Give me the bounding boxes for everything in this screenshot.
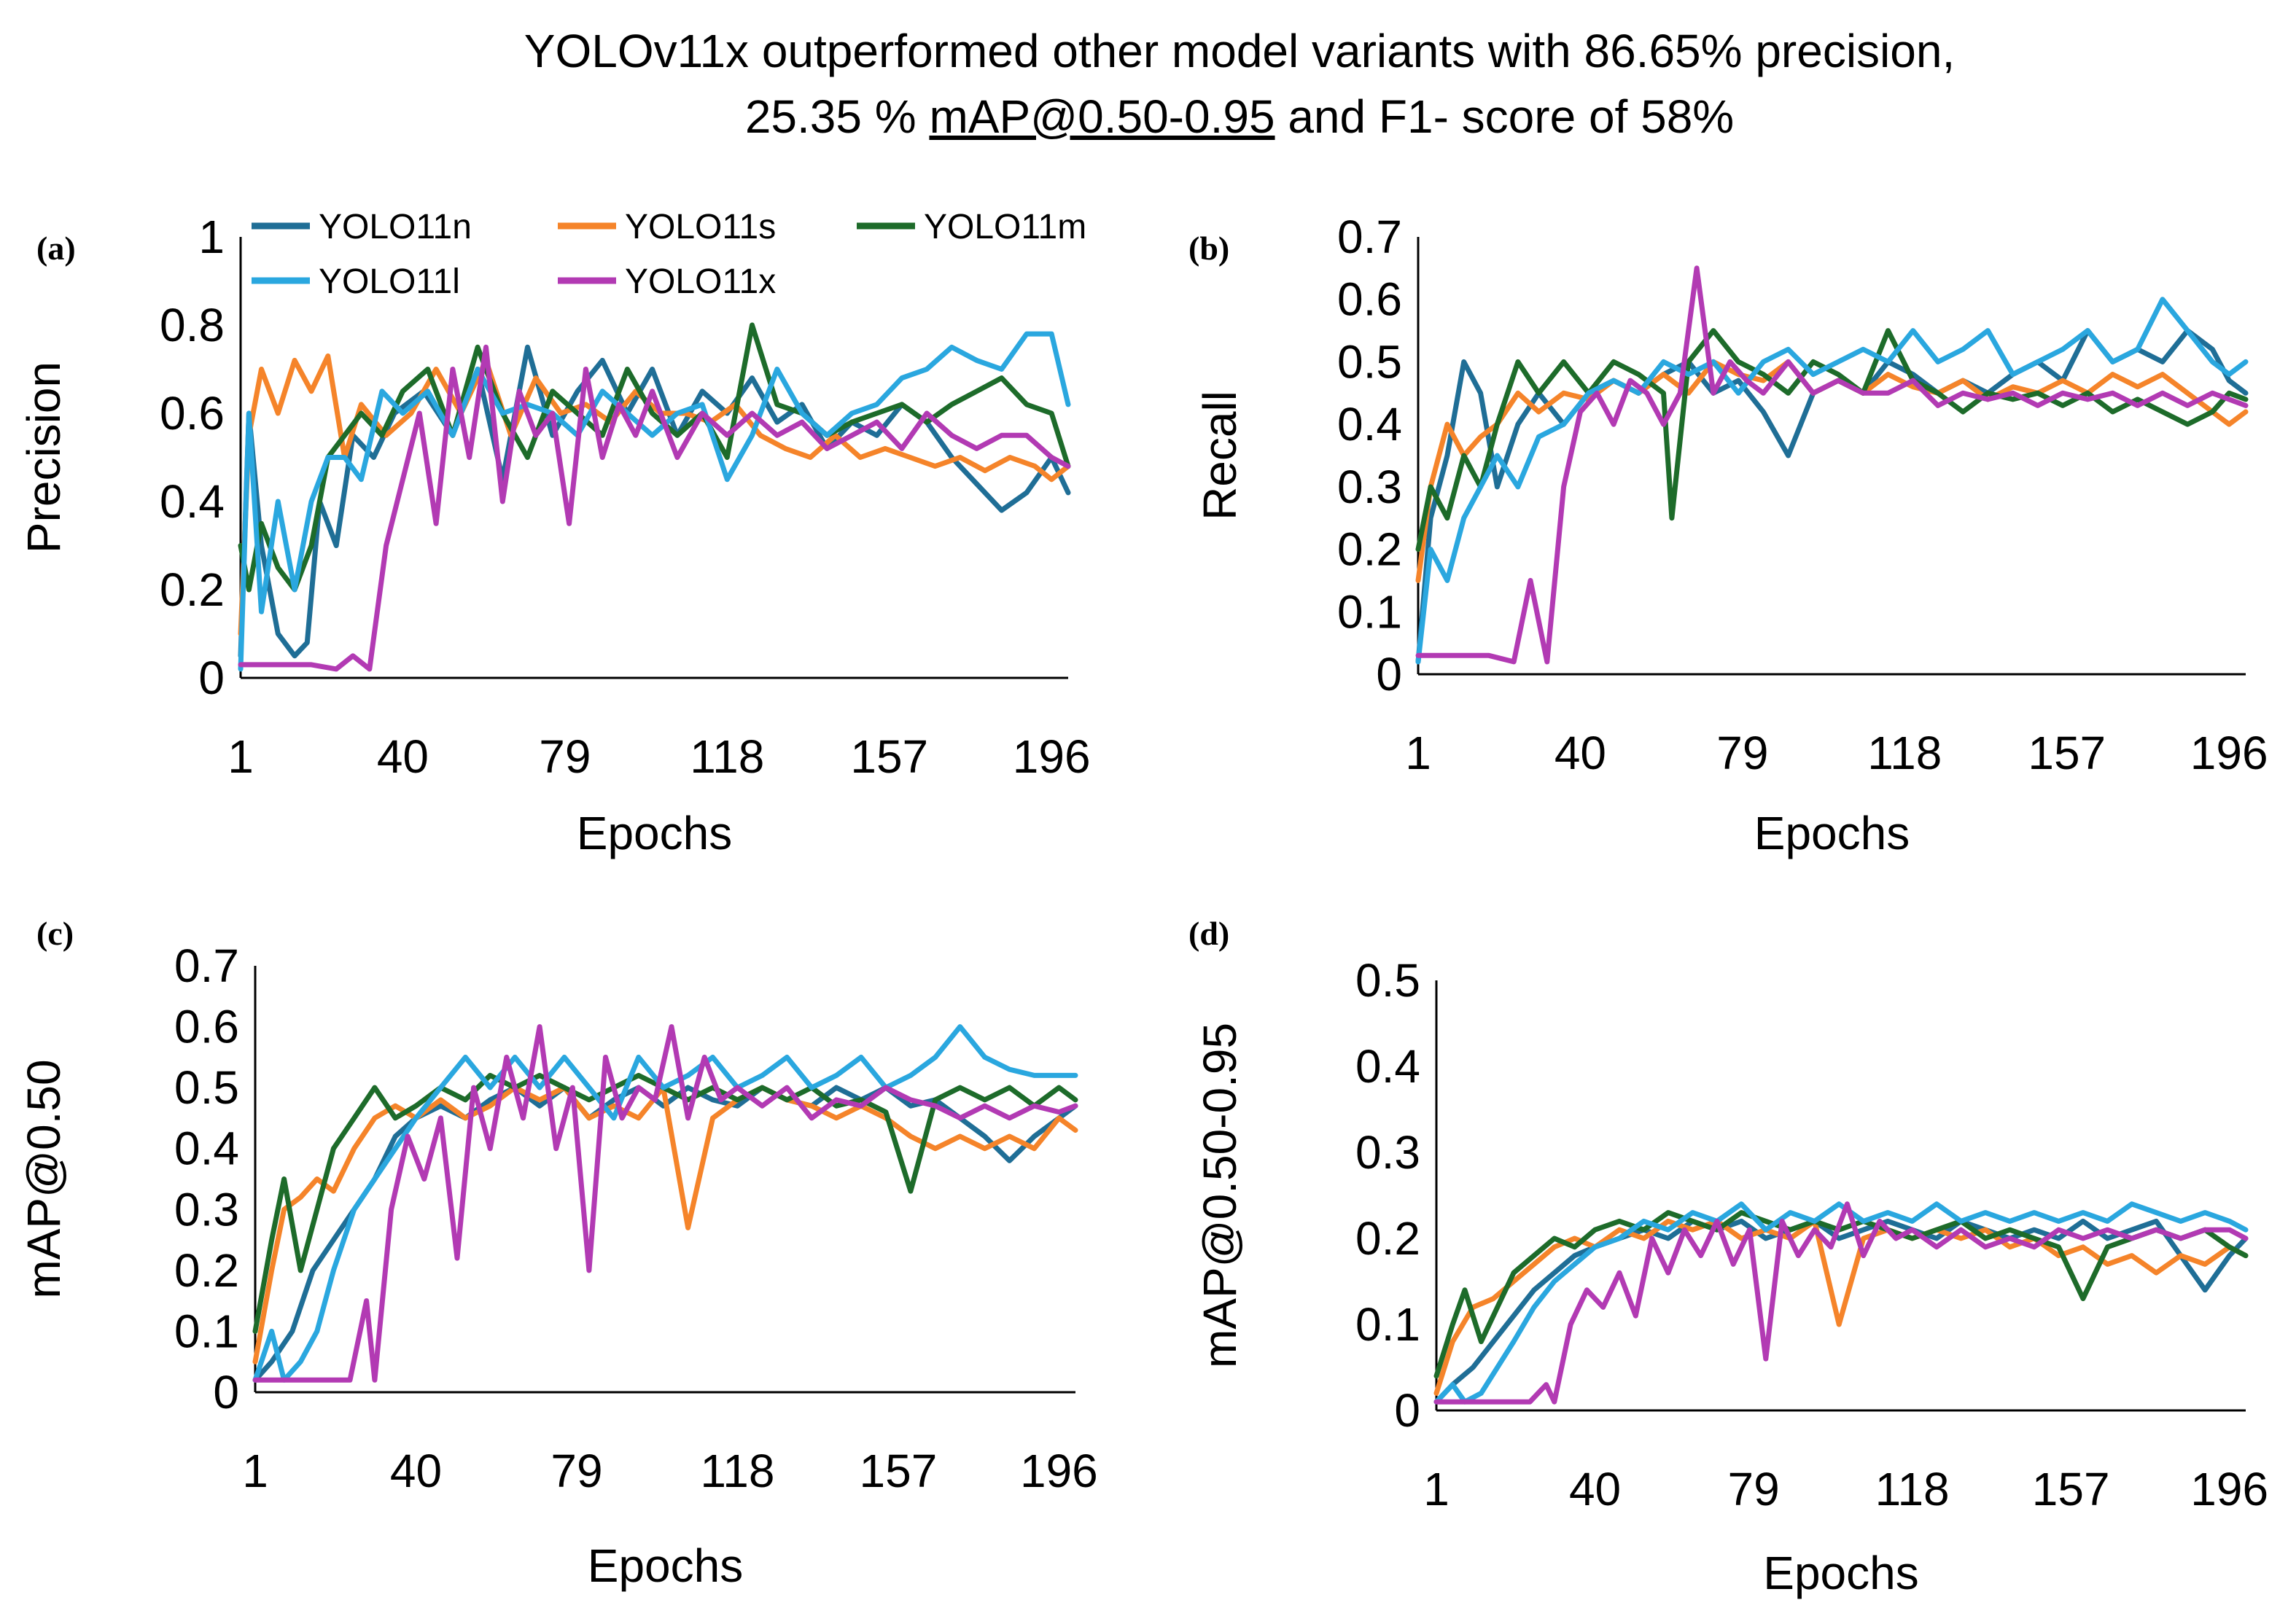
title-prefix: 25.35 %	[744, 90, 917, 143]
y-tick-label: 0.4	[174, 1123, 239, 1175]
y-tick-label: 0	[198, 652, 225, 704]
y-tick-label: 0	[1394, 1384, 1420, 1437]
x-tick-label: 79	[1716, 727, 1768, 779]
x-tick-label: 157	[2032, 1463, 2110, 1515]
figure-title-line1: YOLOv11x outperformed other model varian…	[524, 25, 1956, 77]
y-tick-label: 0.1	[1355, 1298, 1420, 1351]
x-tick-label: 118	[1867, 727, 1942, 779]
x-tick-label: 1	[242, 1445, 268, 1497]
x-tick-label: 196	[1013, 730, 1091, 783]
x-tick-label: 79	[1727, 1463, 1779, 1515]
y-tick-label: 0.4	[1337, 398, 1402, 450]
chart-panel-a: (a) 0 0.2 0.4 0.6 0.8 1 1 40 79 118 157 196 Epochs Pre…	[17, 211, 1091, 859]
x-tick-label: 40	[1569, 1463, 1621, 1515]
series-line-yolo11x	[252, 1024, 1078, 1383]
legend: YOLO11n YOLO11s YOLO11m YOLO11l YOLO11x	[252, 208, 1086, 301]
x-tick-label: 196	[2190, 1463, 2268, 1515]
y-tick-label: 0.2	[174, 1244, 239, 1297]
x-tick-label: 157	[850, 730, 928, 783]
y-tick-label: 0	[213, 1366, 239, 1418]
chart-panel-d: (d) 0 0.1 0.2 0.3 0.4 0.5 1 40 79 118 157 196 Epochs m…	[1188, 915, 2268, 1599]
title-underlined-metric: mAP@0.50-0.95	[929, 90, 1275, 143]
x-axis-label: Epochs	[577, 807, 732, 859]
series-line-yolo11x	[238, 344, 1071, 672]
y-tick-label: 0.2	[1337, 523, 1402, 576]
legend-label-yolo11m: YOLO11m	[924, 208, 1086, 246]
y-tick-label: 0.5	[1355, 954, 1420, 1007]
figure-title-line2: 25.35 % mAP@0.50-0.95 and F1- score of 5…	[219, 93, 2260, 140]
panel-label-d: (d)	[1188, 915, 1229, 952]
y-tick-label: 0.5	[1337, 335, 1402, 388]
x-tick-label: 79	[539, 730, 591, 783]
x-tick-label: 196	[1020, 1445, 1098, 1497]
y-tick-label: 0.4	[160, 475, 225, 528]
panel-label-a: (a)	[36, 230, 76, 267]
x-tick-label: 196	[2190, 727, 2268, 779]
legend-label-yolo11s: YOLO11s	[625, 208, 776, 246]
y-tick-label: 0.3	[1337, 461, 1402, 513]
y-tick-label: 0.4	[1355, 1040, 1420, 1093]
y-tick-label: 0.7	[1337, 211, 1402, 263]
x-tick-label: 157	[860, 1445, 938, 1497]
y-tick-label: 0.3	[1355, 1126, 1420, 1179]
x-axis-label: Epochs	[588, 1539, 743, 1592]
legend-label-yolo11l: YOLO11l	[319, 262, 460, 301]
series-line-yolo11l	[252, 1024, 1078, 1383]
y-tick-label: 0.3	[174, 1183, 239, 1235]
panel-label-c: (c)	[36, 915, 74, 952]
y-axis-label: mAP@0.50-0.95	[1194, 1023, 1246, 1368]
y-tick-label: 0.7	[174, 940, 239, 992]
y-tick-label: 0.6	[160, 387, 225, 440]
y-tick-label: 0.6	[1337, 273, 1402, 326]
legend-label-yolo11n: YOLO11n	[319, 208, 472, 246]
x-tick-label: 79	[550, 1445, 602, 1497]
x-tick-label: 157	[2028, 727, 2106, 779]
chart-panel-c: (c) 0 0.1 0.2 0.3 0.4 0.5 0.6 0.7 1 40 79 118 157 196 E…	[17, 915, 1098, 1592]
series-line-yolo11s	[252, 1085, 1078, 1365]
x-tick-label: 40	[1554, 727, 1606, 779]
y-tick-label: 0.6	[174, 1001, 239, 1053]
series-line-yolo11x	[1415, 265, 2249, 665]
y-axis-label: Precision	[17, 362, 70, 553]
x-tick-label: 40	[390, 1445, 442, 1497]
series-line-yolo11l	[238, 331, 1071, 672]
y-tick-label: 0.1	[174, 1305, 239, 1357]
chart-panel-b: (b) 0 0.1 0.2 0.3 0.4 0.5 0.6 0.7 1 40 79 118 157 196 E…	[1188, 211, 2268, 859]
y-tick-label: 0.5	[174, 1061, 239, 1114]
y-tick-label: 0	[1376, 648, 1402, 700]
series-line-yolo11m	[252, 1072, 1078, 1334]
x-axis-label: Epochs	[1763, 1547, 1918, 1599]
y-tick-label: 0.8	[160, 299, 225, 351]
x-tick-label: 118	[1875, 1463, 1950, 1515]
x-axis-label: Epochs	[1754, 807, 1910, 859]
x-tick-label: 118	[700, 1445, 774, 1497]
title-suffix: and F1- score of 58%	[1288, 90, 1735, 143]
y-tick-label: 0.1	[1337, 585, 1402, 638]
y-tick-label: 0.2	[1355, 1212, 1420, 1265]
series-line-yolo11l	[1433, 1201, 2249, 1405]
series-line-yolo11l	[1415, 297, 2249, 665]
x-tick-label: 40	[377, 730, 429, 783]
legend-label-yolo11x: YOLO11x	[625, 262, 776, 301]
y-axis-label: mAP@0.50	[17, 1059, 70, 1298]
panel-label-b: (b)	[1188, 230, 1229, 267]
y-tick-label: 1	[198, 211, 225, 263]
x-tick-label: 118	[690, 730, 764, 783]
x-tick-label: 1	[227, 730, 254, 783]
series-line-yolo11n	[1433, 1218, 2249, 1405]
y-tick-label: 0.2	[160, 563, 225, 616]
y-axis-label: Recall	[1194, 391, 1246, 520]
x-tick-label: 1	[1423, 1463, 1450, 1515]
series-line-yolo11s	[1433, 1218, 2249, 1396]
series-line-yolo11x	[1433, 1201, 2249, 1405]
x-tick-label: 1	[1405, 727, 1431, 779]
